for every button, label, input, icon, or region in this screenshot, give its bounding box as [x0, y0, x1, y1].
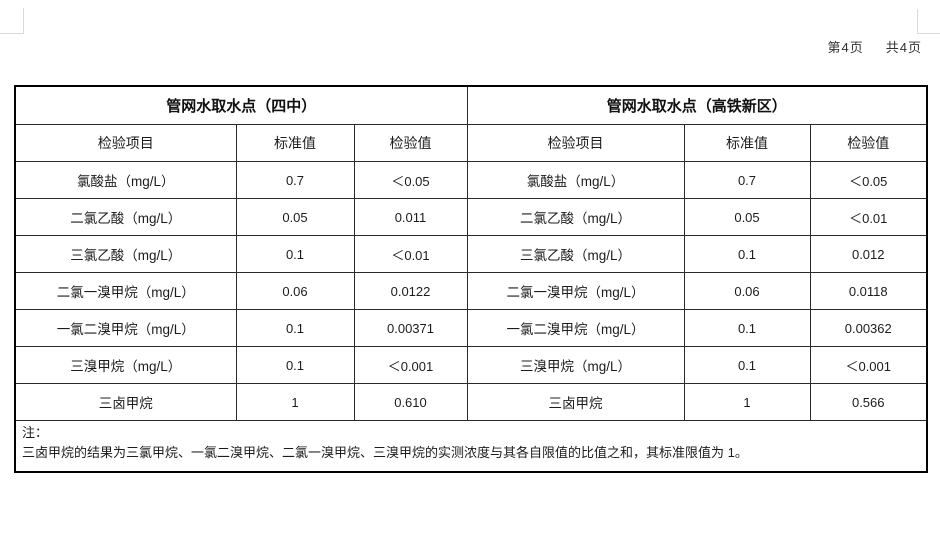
cell-item-left: 三卤甲烷	[14, 383, 237, 421]
cell-standard-left: 1	[235, 383, 355, 421]
table-column-header-row: 检验项目 标准值 检验值 检验项目 标准值 检验值	[14, 124, 928, 162]
column-header-standard-right: 标准值	[683, 124, 811, 162]
water-quality-table: 管网水取水点（四中） 管网水取水点（高铁新区） 检验项目 标准值 检验值 检验项…	[14, 85, 928, 473]
cell-value-right: 0.00362	[809, 309, 928, 347]
page-indicator: 第4页 共4页	[828, 37, 922, 56]
cell-standard-left: 0.7	[235, 161, 355, 199]
cell-value-left: ＜0.01	[353, 235, 468, 273]
cell-value-left: ＜0.001	[353, 346, 468, 384]
table-row: 氯酸盐（mg/L） 0.7 ＜0.05 氯酸盐（mg/L） 0.7 ＜0.05	[14, 161, 928, 199]
cell-item-right: 三卤甲烷	[466, 383, 685, 421]
margin-corner-mark-top-right	[917, 9, 940, 34]
table-note-row: 注： 三卤甲烷的结果为三氯甲烷、一氯二溴甲烷、二氯一溴甲烷、三溴甲烷的实测浓度与…	[14, 420, 928, 473]
cell-item-right: 二氯一溴甲烷（mg/L）	[466, 272, 685, 310]
cell-value-left: 0.011	[353, 198, 468, 236]
cell-item-left: 氯酸盐（mg/L）	[14, 161, 237, 199]
column-header-standard-left: 标准值	[235, 124, 355, 162]
cell-standard-left: 0.06	[235, 272, 355, 310]
cell-item-right: 三溴甲烷（mg/L）	[466, 346, 685, 384]
cell-value-left: 0.610	[353, 383, 468, 421]
page-indicator-current: 第4页	[827, 40, 864, 55]
cell-item-left: 二氯乙酸（mg/L）	[14, 198, 237, 236]
cell-value-right: ＜0.01	[809, 198, 928, 236]
cell-standard-right: 0.1	[683, 235, 811, 273]
cell-item-left: 三氯乙酸（mg/L）	[14, 235, 237, 273]
cell-item-right: 氯酸盐（mg/L）	[466, 161, 685, 199]
cell-standard-right: 0.1	[683, 309, 811, 347]
margin-corner-mark-top-left	[0, 8, 24, 34]
cell-standard-left: 0.05	[235, 198, 355, 236]
cell-item-right: 二氯乙酸（mg/L）	[466, 198, 685, 236]
column-header-item-left: 检验项目	[14, 124, 237, 162]
cell-item-right: 一氯二溴甲烷（mg/L）	[466, 309, 685, 347]
note-label: 注：	[22, 425, 49, 440]
cell-standard-left: 0.1	[235, 309, 355, 347]
table-row: 一氯二溴甲烷（mg/L） 0.1 0.00371 一氯二溴甲烷（mg/L） 0.…	[14, 309, 928, 347]
column-header-value-left: 检验值	[353, 124, 468, 162]
cell-standard-right: 0.1	[683, 346, 811, 384]
cell-value-left: ＜0.05	[353, 161, 468, 199]
cell-value-right: ＜0.05	[809, 161, 928, 199]
cell-standard-left: 0.1	[235, 235, 355, 273]
cell-item-left: 二氯一溴甲烷（mg/L）	[14, 272, 237, 310]
cell-standard-right: 0.06	[683, 272, 811, 310]
cell-value-right: 0.0118	[809, 272, 928, 310]
table-group-header-row: 管网水取水点（四中） 管网水取水点（高铁新区）	[14, 85, 928, 125]
cell-value-left: 0.00371	[353, 309, 468, 347]
cell-item-left: 三溴甲烷（mg/L）	[14, 346, 237, 384]
cell-standard-right: 1	[683, 383, 811, 421]
group-header-sizhong: 管网水取水点（四中）	[14, 85, 468, 125]
column-header-item-right: 检验项目	[466, 124, 685, 162]
note-text: 三卤甲烷的结果为三氯甲烷、一氯二溴甲烷、二氯一溴甲烷、三溴甲烷的实测浓度与其各自…	[22, 445, 748, 460]
cell-value-left: 0.0122	[353, 272, 468, 310]
column-header-value-right: 检验值	[809, 124, 928, 162]
cell-value-right: 0.566	[809, 383, 928, 421]
cell-value-right: 0.012	[809, 235, 928, 273]
cell-value-right: ＜0.001	[809, 346, 928, 384]
cell-standard-right: 0.05	[683, 198, 811, 236]
table-row: 三溴甲烷（mg/L） 0.1 ＜0.001 三溴甲烷（mg/L） 0.1 ＜0.…	[14, 346, 928, 384]
cell-standard-right: 0.7	[683, 161, 811, 199]
cell-standard-left: 0.1	[235, 346, 355, 384]
table-row: 二氯乙酸（mg/L） 0.05 0.011 二氯乙酸（mg/L） 0.05 ＜0…	[14, 198, 928, 236]
table-row: 三卤甲烷 1 0.610 三卤甲烷 1 0.566	[14, 383, 928, 421]
cell-item-left: 一氯二溴甲烷（mg/L）	[14, 309, 237, 347]
page-indicator-total: 共4页	[885, 40, 922, 55]
group-header-gaotie: 管网水取水点（高铁新区）	[466, 85, 928, 125]
note-cell: 注： 三卤甲烷的结果为三氯甲烷、一氯二溴甲烷、二氯一溴甲烷、三溴甲烷的实测浓度与…	[14, 420, 928, 473]
table-row: 三氯乙酸（mg/L） 0.1 ＜0.01 三氯乙酸（mg/L） 0.1 0.01…	[14, 235, 928, 273]
cell-item-right: 三氯乙酸（mg/L）	[466, 235, 685, 273]
table-row: 二氯一溴甲烷（mg/L） 0.06 0.0122 二氯一溴甲烷（mg/L） 0.…	[14, 272, 928, 310]
